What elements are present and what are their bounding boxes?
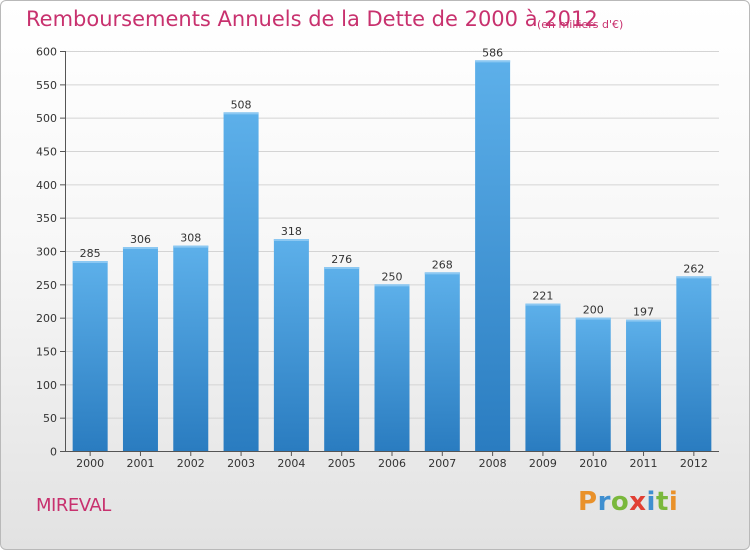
y-tick-label: 400: [36, 179, 57, 192]
bars: [72, 60, 712, 451]
chart-title: Remboursements Annuels de la Dette de 20…: [26, 7, 598, 31]
x-tick-label: 2007: [428, 457, 456, 470]
value-label: 200: [583, 304, 604, 317]
labels: 0 50 100 150 200 250 300 350 400 450 500 550 600 285 2…: [36, 46, 708, 471]
value-label: 276: [331, 253, 352, 266]
bar-2001: [122, 247, 158, 451]
value-label: 308: [180, 232, 201, 245]
y-tick-label: 550: [36, 79, 57, 92]
value-label: 318: [281, 225, 302, 238]
x-tick-label: 2004: [277, 457, 305, 470]
bar-2008: [475, 60, 511, 451]
value-label: 508: [231, 98, 252, 111]
x-tick-label: 2012: [680, 457, 708, 470]
x-tick-label: 2003: [227, 457, 255, 470]
y-tick-label: 50: [43, 412, 57, 425]
x-tick-label: 2009: [529, 457, 557, 470]
y-tick-label: 200: [36, 312, 57, 325]
logo-letter: x: [629, 487, 647, 517]
bar-2007: [424, 272, 460, 451]
logo-letter: i: [646, 487, 656, 517]
y-tick-label: 100: [36, 379, 57, 392]
logo-letter: o: [610, 487, 630, 517]
x-tick-label: 2000: [76, 457, 104, 470]
value-label: 221: [532, 290, 553, 303]
y-tick-label: 500: [36, 112, 57, 125]
brand-logo[interactable]: Proxiti: [578, 487, 678, 517]
bar-2005: [324, 267, 360, 451]
value-label: 268: [432, 258, 453, 271]
logo-letter: P: [578, 487, 598, 517]
bar-2010: [575, 317, 611, 451]
y-tick-label: 350: [36, 212, 57, 225]
bar-2006: [374, 284, 410, 451]
bar-2012: [676, 276, 712, 451]
y-tick-label: 600: [36, 46, 57, 59]
value-label: 197: [633, 306, 654, 319]
city-name: MIREVAL: [36, 495, 111, 516]
x-tick-label: 2006: [378, 457, 406, 470]
logo-letter: r: [597, 487, 611, 517]
value-label: 250: [382, 270, 403, 283]
y-tick-label: 150: [36, 346, 57, 359]
bar-2011: [626, 319, 662, 451]
chart-subtitle: (en milliers d'€): [537, 18, 624, 31]
x-tick-label: 2010: [579, 457, 607, 470]
bar-2002: [173, 245, 209, 451]
bar-2004: [273, 239, 309, 451]
bar-2003: [223, 112, 259, 451]
bar-2009: [525, 303, 561, 451]
y-tick-label: 0: [50, 446, 57, 459]
x-tick-label: 2002: [177, 457, 205, 470]
logo-letter: t: [655, 487, 669, 517]
x-tick-label: 2005: [328, 457, 356, 470]
x-tick-label: 2008: [479, 457, 507, 470]
axes: [60, 51, 719, 456]
value-label: 306: [130, 233, 151, 246]
value-label: 285: [80, 247, 101, 260]
x-tick-label: 2011: [630, 457, 658, 470]
value-label: 262: [683, 262, 704, 275]
y-tick-label: 300: [36, 246, 57, 259]
y-tick-label: 250: [36, 279, 57, 292]
value-label: 586: [482, 46, 503, 59]
x-tick-label: 2001: [126, 457, 154, 470]
bar-2000: [72, 261, 108, 451]
logo-letter: i: [668, 487, 679, 517]
y-tick-label: 450: [36, 146, 57, 159]
